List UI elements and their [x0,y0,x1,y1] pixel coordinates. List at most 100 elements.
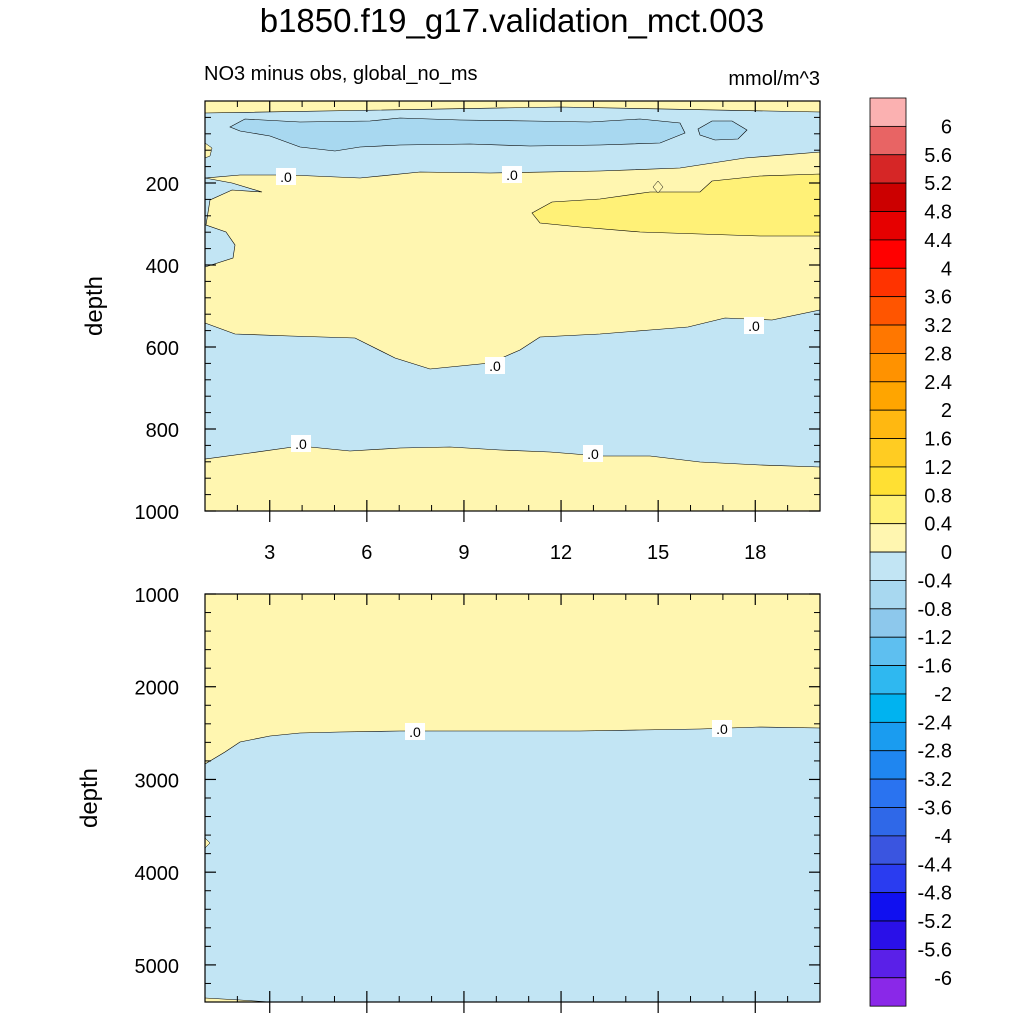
colorbar-label: 0.4 [924,514,952,536]
colorbar-swatch [869,949,907,979]
colorbar-label: 0 [941,542,952,564]
colorbar-label: -5.2 [918,911,952,933]
lower-y-axis-label: depth [76,768,103,828]
upper-positive-notch [652,180,664,194]
colorbar-swatch [869,466,907,496]
colorbar-swatch [869,125,907,156]
upper-panel: .0 .0 .0 .0 .0 .0 200 400 600 800 1000 3 6 9 12… [81,100,821,564]
colorbar-swatch [869,665,907,695]
colorbar-swatch [869,778,907,808]
colorbar-label: 2.4 [924,372,952,394]
colorbar-swatch [869,324,907,354]
colorbar-swatch [869,750,907,780]
contour-label: .0 [280,169,292,185]
colorbar-label: 3.6 [924,287,952,309]
upper-plot-frame [204,100,821,512]
upper-negative-wedge [204,177,263,268]
colorbar-swatch [869,977,907,1007]
y-tick-label: 4000 [135,863,180,885]
colorbar-label: -0.4 [918,570,952,592]
lower-field-positive [204,593,821,765]
upper-y-axis: 200 400 600 800 1000 [135,100,820,524]
y-tick-label: 1000 [135,585,180,607]
x-tick-label: 18 [744,542,766,564]
colorbar-swatch [869,920,907,950]
colorbar-swatch [869,863,907,894]
y-tick-label: 200 [146,174,179,196]
upper-negative-core-small [697,120,748,141]
lower-y-axis: 1000 2000 3000 4000 5000 [135,585,820,1003]
colorbar-swatch [869,523,907,553]
y-tick-label: 600 [146,338,179,360]
units-label: mmol/m^3 [728,68,820,90]
colorbar-label: -3.6 [918,798,952,820]
y-tick-label: 2000 [135,678,180,700]
x-tick-label: 9 [458,542,469,564]
contour-label: .0 [489,358,501,374]
colorbar-swatch [869,721,907,752]
colorbar-swatch [869,97,907,127]
colorbar-label: 6 [941,116,952,138]
colorbar-swatch [869,409,907,439]
x-tick-label: 6 [361,542,372,564]
colorbar-label: 4.8 [924,202,952,224]
y-tick-label: 800 [146,420,179,442]
y-tick-label: 1000 [135,502,180,524]
colorbar-label: 0.8 [924,485,952,507]
contour-label: .0 [409,724,421,740]
upper-contour-labels: .0 .0 .0 .0 .0 .0 [276,166,764,462]
colorbar-label: 2.8 [924,343,952,365]
y-tick-label: 3000 [135,770,180,792]
colorbar-swatch [869,438,907,468]
colorbar-swatch [869,211,907,241]
colorbar-label: 1.6 [924,429,952,451]
colorbar-label: 1.2 [924,457,952,479]
colorbar-label: 5.6 [924,145,952,167]
upper-x-axis: 3 6 9 12 15 18 [204,101,821,564]
colorbar-label: 4.4 [924,230,952,252]
x-tick-label: 3 [264,542,275,564]
x-tick-label: 12 [550,542,572,564]
colorbar-swatch [869,267,907,298]
colorbar-label: -2.8 [918,741,952,763]
colorbar-label: -3.2 [918,769,952,791]
colorbar: 6 5.6 5.2 4.8 4.4 4 3.6 3.2 2.8 2.4 2 1.6 1.2 0.8 0.4 0… [869,97,952,1007]
lower-panel: .0 .0 1000 2000 3000 4000 5000 depth [76,585,821,1013]
colorbar-swatch [869,693,907,723]
colorbar-swatch [869,580,907,610]
colorbar-label: -2 [934,684,952,706]
colorbar-swatch [869,353,907,383]
colorbar-swatch [869,892,907,922]
contour-label: .0 [587,446,599,462]
colorbar-label: 4 [941,258,952,280]
colorbar-label: -2.4 [918,712,952,734]
x-tick-label: 15 [647,542,669,564]
colorbar-label: -6 [934,968,952,990]
colorbar-swatch [869,239,907,269]
colorbar-label: -4.8 [918,883,952,905]
colorbar-swatch [869,551,907,581]
colorbar-label: -5.6 [918,939,952,961]
upper-negative-core [229,117,686,152]
colorbar-label: -1.6 [918,656,952,678]
colorbar-label: -4 [934,826,952,848]
chart-title: b1850.f19_g17.validation_mct.003 [259,2,765,39]
colorbar-swatch [869,296,907,326]
colorbar-swatch [869,154,907,184]
contour-label: .0 [506,167,518,183]
colorbar-swatch [869,807,907,837]
colorbar-swatch [869,381,907,411]
colorbar-label: -4.4 [918,854,952,876]
colorbar-label: 2 [941,400,952,422]
upper-negative-mid [204,309,821,468]
colorbar-label: 5.2 [924,173,952,195]
left-subtitle: NO3 minus obs, global_no_ms [204,63,478,85]
contour-label: .0 [748,318,760,334]
colorbar-swatch [869,608,907,638]
colorbar-label: -0.8 [918,599,952,621]
contour-label: .0 [295,436,307,452]
colorbar-swatch [869,182,907,212]
contour-label: .0 [716,721,728,737]
upper-y-axis-label: depth [81,276,108,336]
